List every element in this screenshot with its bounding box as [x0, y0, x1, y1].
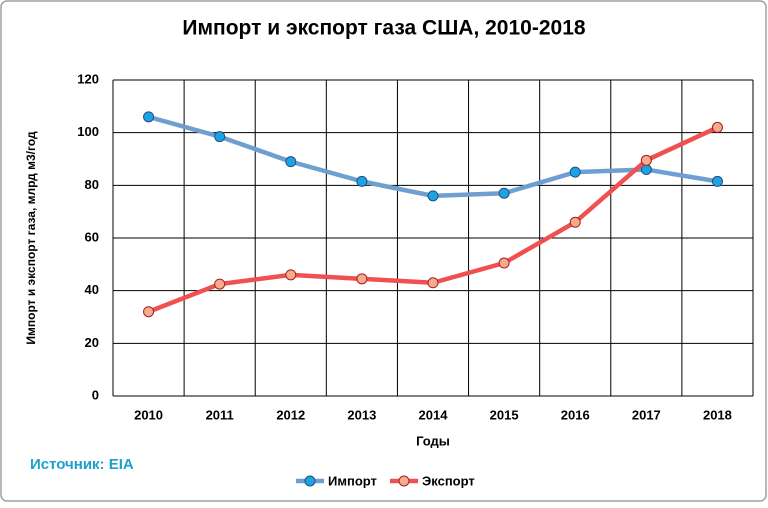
x-tick-label: 2012	[276, 407, 305, 422]
point	[285, 269, 297, 281]
x-tick-label: 2011	[206, 407, 234, 422]
x-tick-label: 2014	[419, 407, 449, 422]
x-tick-label: 2017	[632, 407, 661, 422]
point	[214, 278, 226, 290]
y-tick-label: 120	[77, 71, 99, 86]
x-tick-label: 2010	[134, 407, 163, 422]
y-tick-label: 80	[85, 177, 99, 192]
point	[143, 306, 155, 318]
point	[569, 166, 581, 178]
point	[711, 175, 723, 187]
y-tick-label: 60	[85, 229, 99, 244]
point	[640, 154, 652, 166]
y-tick-label: 100	[77, 124, 99, 139]
point	[214, 131, 226, 143]
x-tick-label: 2015	[490, 407, 519, 422]
point	[711, 121, 723, 133]
legend-marker	[304, 475, 316, 487]
x-axis-title: Годы	[416, 433, 450, 448]
y-axis-title: Импорт и экспорт газа, млрд м3/год	[24, 131, 38, 345]
chart-title: Импорт и экспорт газа США, 2010-2018	[182, 17, 585, 40]
y-tick-label: 0	[92, 387, 99, 402]
point	[569, 216, 581, 228]
x-tick-label: 2018	[703, 407, 732, 422]
point	[427, 277, 439, 289]
legend-marker	[398, 475, 410, 487]
point	[498, 187, 510, 199]
x-tick-label: 2013	[347, 407, 376, 422]
source-note: Источник: EIA	[30, 456, 134, 473]
point	[356, 175, 368, 187]
point	[427, 190, 439, 202]
legend-label: Экспорт	[422, 473, 475, 488]
point	[285, 156, 297, 168]
point	[143, 111, 155, 123]
y-tick-label: 20	[85, 335, 99, 350]
point	[356, 273, 368, 285]
x-tick-label: 2016	[561, 407, 590, 422]
y-tick-label: 40	[85, 282, 99, 297]
point	[498, 257, 510, 269]
legend-label: Импорт	[328, 473, 377, 488]
